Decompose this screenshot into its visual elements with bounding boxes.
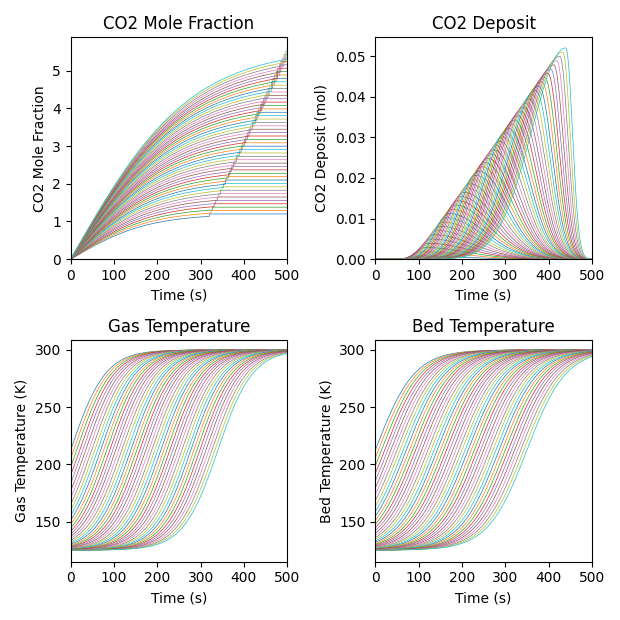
Y-axis label: Bed Temperature (K): Bed Temperature (K): [320, 379, 334, 523]
X-axis label: Time (s): Time (s): [151, 591, 207, 605]
X-axis label: Time (s): Time (s): [456, 288, 512, 303]
Title: CO2 Mole Fraction: CO2 Mole Fraction: [104, 15, 254, 33]
X-axis label: Time (s): Time (s): [456, 591, 512, 605]
Title: Bed Temperature: Bed Temperature: [412, 317, 555, 335]
Title: Gas Temperature: Gas Temperature: [108, 317, 250, 335]
Y-axis label: CO2 Deposit (mol): CO2 Deposit (mol): [316, 84, 329, 212]
X-axis label: Time (s): Time (s): [151, 288, 207, 303]
Y-axis label: Gas Temperature (K): Gas Temperature (K): [15, 379, 29, 523]
Y-axis label: CO2 Mole Fraction: CO2 Mole Fraction: [32, 85, 46, 211]
Title: CO2 Deposit: CO2 Deposit: [432, 15, 536, 33]
